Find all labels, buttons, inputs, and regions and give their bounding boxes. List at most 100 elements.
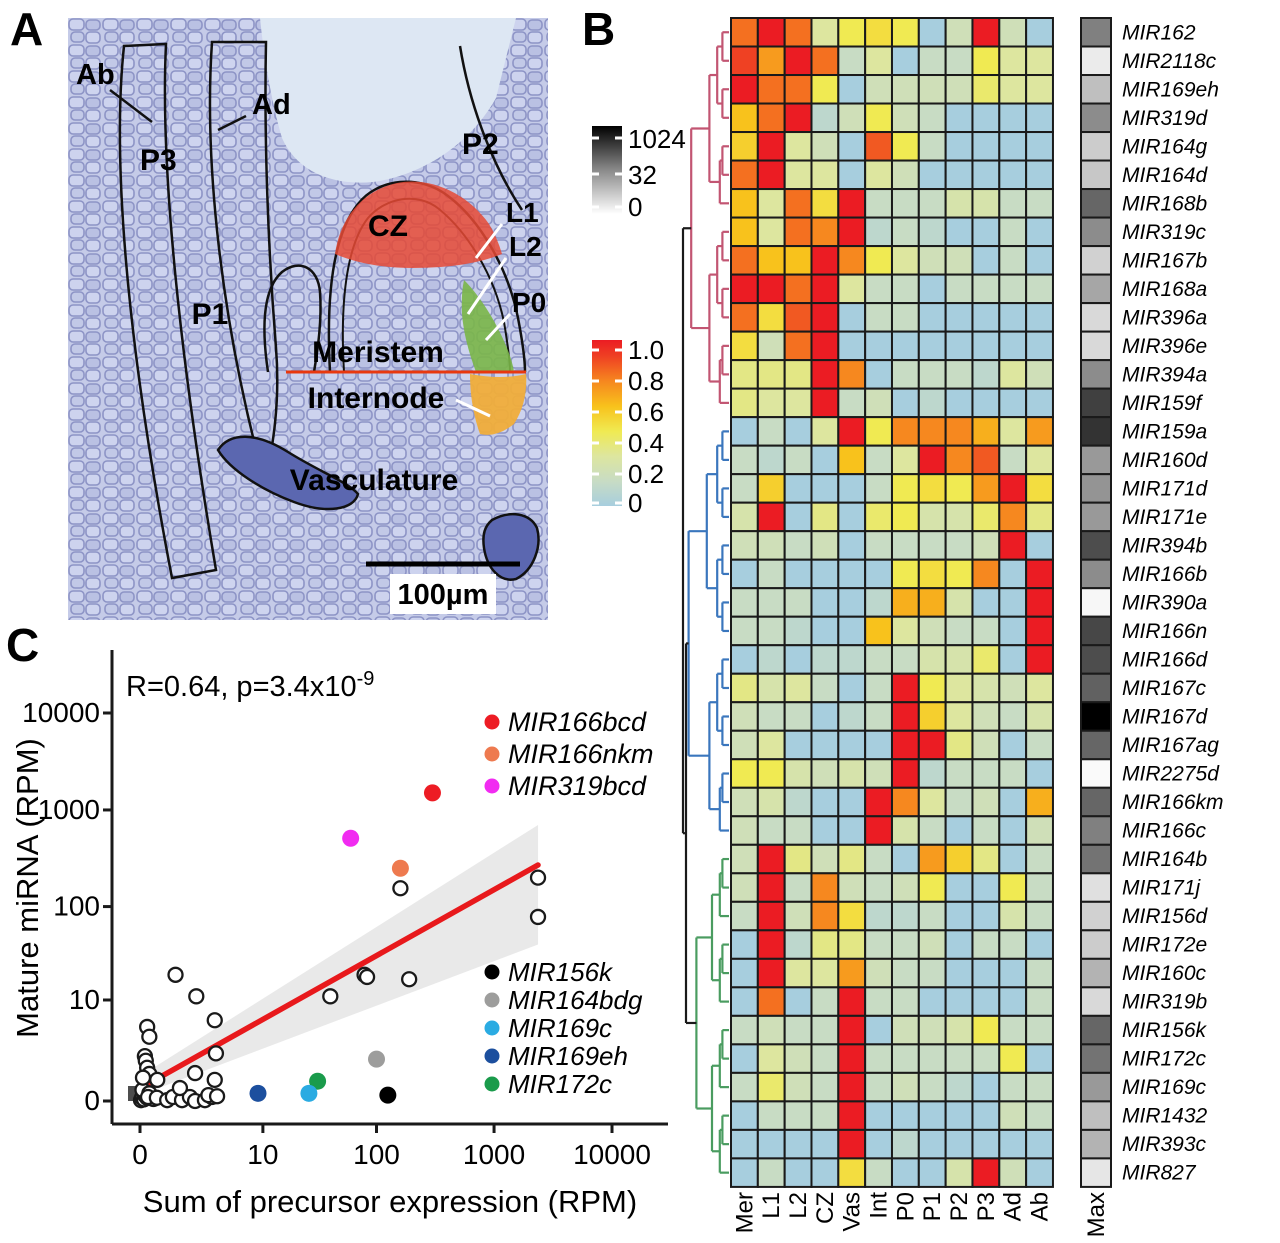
heatmap-cell — [810, 644, 840, 675]
heatmap-cell — [756, 672, 786, 704]
heatmap-cell — [971, 1071, 1001, 1103]
heatmap-row-label: MIR156d — [1122, 905, 1209, 928]
heatmap-cell — [756, 758, 786, 789]
heatmap-row-label: MIR168a — [1122, 278, 1207, 301]
max-column-cell — [1080, 159, 1112, 191]
heatmap-cell — [864, 872, 893, 903]
heatmap-cell — [1025, 102, 1054, 134]
heatmap-cell — [864, 729, 893, 761]
heatmap-cell — [944, 501, 974, 533]
regression-line — [137, 862, 541, 1092]
heatmap-cell — [890, 501, 920, 533]
heatmap-column-label: L2 — [785, 1192, 812, 1219]
p1-primordium-outline — [263, 264, 322, 373]
heatmap-cell — [730, 188, 759, 219]
heatmap-cell — [837, 1157, 867, 1188]
heatmap-cell — [864, 17, 893, 48]
max-column-cell — [1080, 444, 1112, 476]
heatmap-cell — [944, 843, 974, 875]
heatmap-cell — [1025, 530, 1054, 561]
p2-leaf-edge — [458, 45, 524, 211]
max-column-cell — [1080, 1014, 1112, 1046]
heatmap-column-label: Vas — [839, 1192, 866, 1232]
heatmap-cell — [1025, 245, 1054, 276]
heatmap-row-label: MIR167d — [1122, 705, 1209, 728]
heatmap-cell — [1025, 216, 1054, 248]
l1-label: L1 — [506, 197, 539, 228]
heatmap-cell — [730, 558, 759, 590]
data-point-open — [188, 988, 205, 1005]
y-tick-label: 10000 — [22, 697, 100, 728]
heatmap-cell — [730, 17, 759, 48]
max-column-cell — [1080, 188, 1112, 219]
cz-label: CZ — [368, 210, 408, 243]
heatmap-cell — [998, 758, 1028, 789]
data-point-open — [401, 971, 418, 988]
heatmap-cell — [1025, 159, 1054, 191]
heatmap-cell — [890, 1128, 920, 1160]
heatmap-cell — [810, 615, 840, 647]
heatmap-row-label: MIR390a — [1122, 591, 1207, 614]
heatmap-cell — [783, 1014, 813, 1046]
heatmap-cell — [971, 1043, 1001, 1074]
heatmap-cell — [864, 387, 893, 419]
heatmap-cell — [1025, 872, 1054, 903]
heatmap-cell — [730, 530, 759, 561]
heatmap-cell — [944, 102, 974, 134]
heatmap-cell — [783, 387, 813, 419]
internode-region — [470, 374, 527, 435]
scale-bar-label: 100µm — [398, 579, 489, 611]
heatmap-cell — [756, 957, 786, 989]
legend-dot — [484, 1048, 500, 1064]
heatmap-cell — [810, 558, 840, 590]
heatmap-cell — [944, 74, 974, 105]
apex-gap-region — [254, 18, 516, 183]
heatmap-cell — [837, 758, 867, 789]
heatmap-cell — [730, 45, 759, 77]
max-column-cell — [1080, 900, 1112, 932]
heatmap-cell — [864, 615, 893, 647]
heatmap-cell — [890, 729, 920, 761]
heatmap-cell — [837, 957, 867, 989]
heatmap-cell — [837, 501, 867, 533]
data-point-open — [358, 968, 376, 986]
heatmap-cell — [998, 416, 1028, 447]
heatmap-cell — [944, 986, 974, 1017]
heatmap-cell — [998, 672, 1028, 704]
heatmap-cell — [864, 644, 893, 675]
heatmap-cell — [783, 74, 813, 105]
x-tick-label: 0 — [132, 1139, 148, 1170]
heatmap-cell — [890, 872, 920, 903]
heatmap-cell — [837, 1014, 867, 1046]
scatter-annotation: R=0.64, p=3.4x10-9 — [126, 668, 374, 703]
heatmap-column-label: P3 — [973, 1192, 1000, 1221]
heatmap-cell — [810, 131, 840, 162]
heatmap-cell — [917, 1157, 947, 1188]
heatmap-cell — [864, 473, 893, 504]
panel-a-letter: A — [10, 3, 44, 55]
internode-pointer-line — [455, 398, 491, 418]
max-column-cell — [1080, 416, 1112, 447]
heatmap-cell — [810, 900, 840, 932]
max-column-cell — [1080, 245, 1112, 276]
heatmap-cell — [917, 701, 947, 732]
ab-pointer-line — [109, 89, 153, 123]
max-column-cell — [1080, 843, 1112, 875]
heatmap-cell — [756, 330, 786, 362]
legend-dot — [484, 714, 500, 730]
max-column-cell — [1080, 1157, 1112, 1188]
heatmap-cell — [837, 416, 867, 447]
max-column-cell — [1080, 387, 1112, 419]
internode-label: Internode — [308, 382, 445, 415]
heatmap-cell — [1025, 473, 1054, 504]
heatmap-cell — [998, 473, 1028, 504]
heatmap-cell — [837, 159, 867, 191]
data-point-open — [149, 1071, 166, 1089]
heatmap-cell — [756, 1157, 786, 1188]
heatmap-cell — [730, 416, 759, 447]
heatmap-cell — [998, 302, 1028, 333]
heatmap-cell — [971, 359, 1001, 390]
heatmap-cell — [944, 729, 974, 761]
data-point-mir172c — [309, 1072, 327, 1090]
max-column-cell — [1080, 1128, 1112, 1160]
